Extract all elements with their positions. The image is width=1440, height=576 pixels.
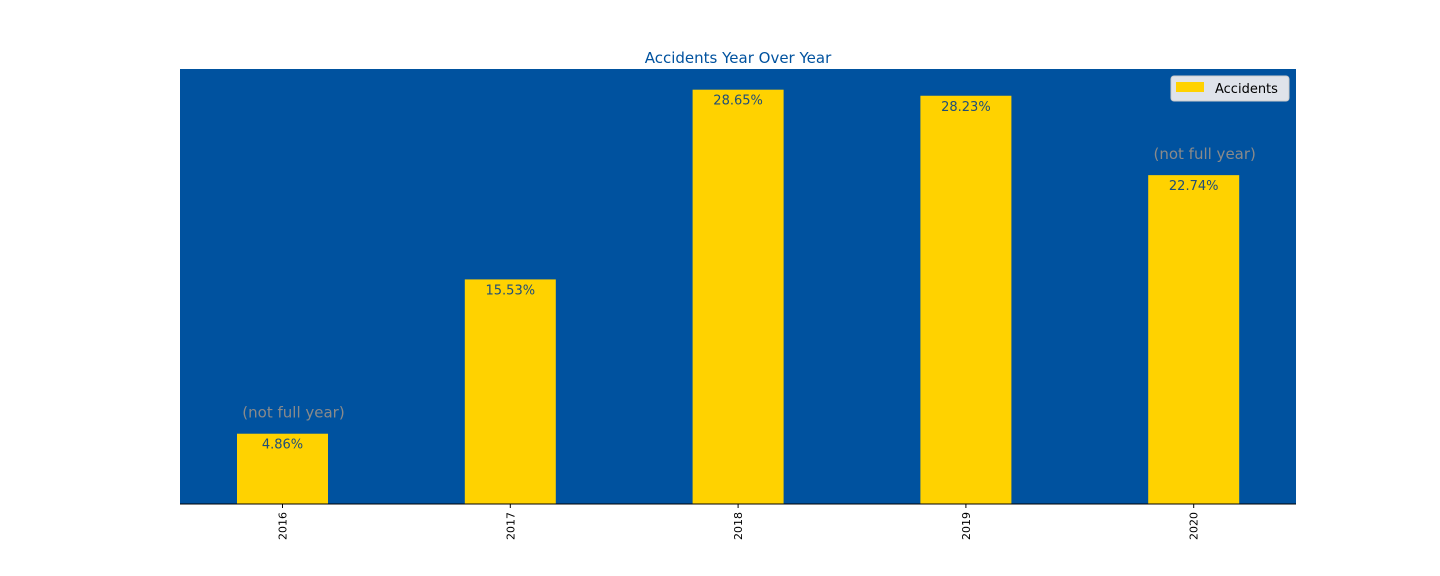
bar-2018 [692, 89, 784, 504]
bar-2016 [237, 433, 328, 504]
bar-2019 [920, 95, 1012, 504]
bar-2017 [464, 279, 556, 504]
bars: 4.86% 15.53% 28.65% 28.23% 22.74% (not full y… [237, 89, 1256, 504]
x-tick-label: 2019 [960, 512, 973, 540]
bar-value-label: 22.74% [1169, 179, 1219, 194]
legend-swatch [1176, 82, 1204, 92]
bar-value-label: 28.65% [713, 94, 763, 109]
legend-label: Accidents [1215, 82, 1278, 97]
bar-value-label: 28.23% [941, 100, 991, 115]
x-ticks: 2016 2017 2018 2019 2020 [277, 504, 1201, 540]
annotation-not-full-year: (not full year) [242, 404, 344, 422]
annotation-not-full-year: (not full year) [1153, 145, 1255, 163]
bar-value-label: 4.86% [262, 438, 303, 453]
x-tick-label: 2018 [732, 512, 745, 540]
x-tick-label: 2016 [277, 512, 290, 540]
legend: Accidents [1170, 75, 1290, 102]
x-tick-label: 2020 [1188, 512, 1201, 540]
chart-title: Accidents Year Over Year [645, 49, 832, 67]
bar-value-label: 15.53% [486, 283, 536, 298]
x-tick-label: 2017 [504, 512, 517, 540]
bar-2020 [1148, 175, 1240, 504]
